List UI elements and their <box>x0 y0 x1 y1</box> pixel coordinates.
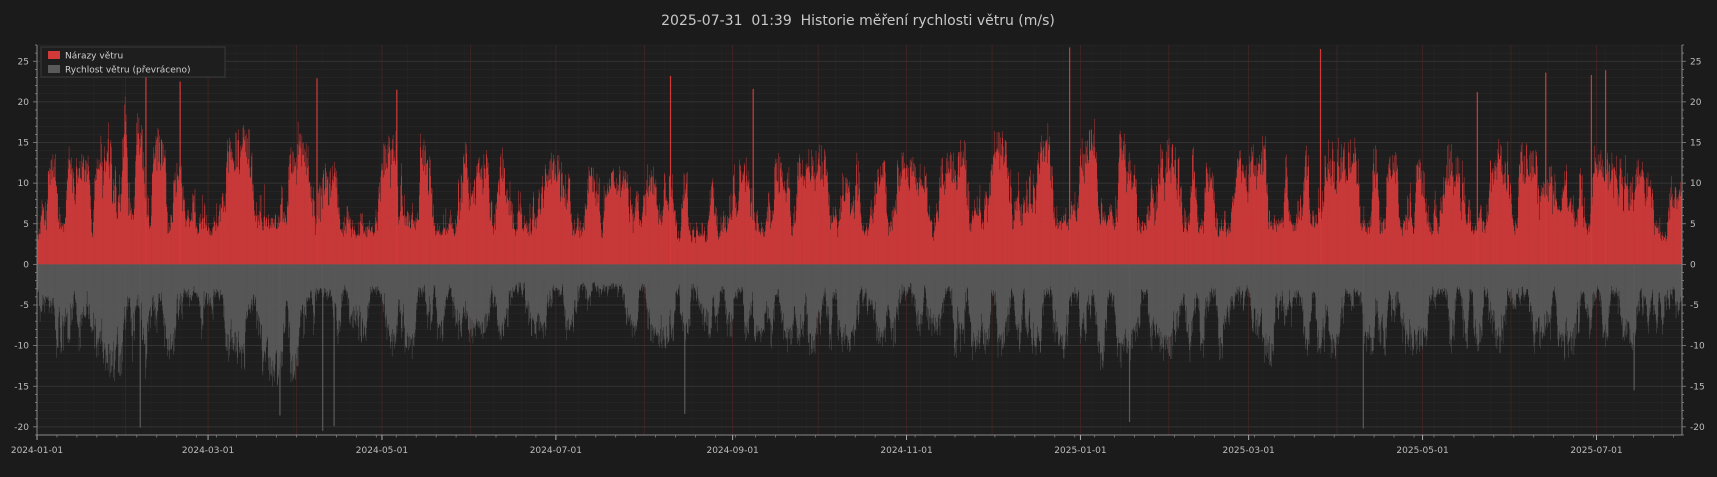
y-tick-label-right: 5 <box>1690 220 1696 230</box>
y-tick-label-right: -10 <box>1690 342 1705 352</box>
legend-swatch-speed <box>48 65 60 73</box>
legend-label-speed: Rychlost větru (převráceno) <box>65 66 191 76</box>
x-tick-label: 2025-07-01 <box>1570 446 1622 456</box>
y-tick-label-left: -15 <box>14 382 29 392</box>
x-tick-label: 2024-11-01 <box>880 446 932 456</box>
peak-bar <box>1590 75 1592 265</box>
peak-bar <box>1128 264 1131 422</box>
peak-bar <box>1633 264 1635 391</box>
x-tick-label: 2025-01-01 <box>1054 446 1106 456</box>
peak-bar <box>1476 92 1478 265</box>
legend-swatch-gusts <box>48 51 60 59</box>
peak-bar <box>1069 47 1071 265</box>
peak-bar <box>752 88 754 265</box>
peak-bar <box>1605 70 1607 265</box>
peak-bar <box>684 264 686 414</box>
y-tick-label-left: 5 <box>23 220 29 230</box>
y-tick-label-right: -15 <box>1690 382 1705 392</box>
y-tick-label-left: 25 <box>18 57 29 67</box>
x-tick-label: 2024-07-01 <box>530 446 582 456</box>
legend-box <box>40 46 226 78</box>
series-gusts <box>37 47 1683 265</box>
x-tick-label: 2025-03-01 <box>1222 446 1274 456</box>
x-tick-label: 2025-05-01 <box>1396 446 1448 456</box>
y-axis-left-labels: -20 -15 -10 -5 0 5 10 15 20 25 <box>14 57 29 433</box>
series-bars <box>37 264 1683 387</box>
x-tick-label: 2024-09-01 <box>706 446 758 456</box>
legend-label-gusts: Nárazy větru <box>65 52 123 62</box>
y-tick-label-left: 20 <box>18 98 30 108</box>
y-axis-right-labels: -20 -15 -10 -5 0 5 10 15 20 25 <box>1690 57 1705 433</box>
y-tick-label-right: -20 <box>1690 423 1705 433</box>
y-tick-label-right: 20 <box>1690 98 1702 108</box>
y-tick-label-right: -5 <box>1690 301 1699 311</box>
y-tick-label-left: -10 <box>14 342 29 352</box>
x-tick-label: 2024-01-01 <box>11 446 63 456</box>
y-tick-label-left: 0 <box>23 260 29 270</box>
y-tick-label-right: 0 <box>1690 260 1696 270</box>
y-tick-label-left: -20 <box>14 423 29 433</box>
peak-bar <box>396 89 398 265</box>
y-tick-label-right: 15 <box>1690 139 1701 149</box>
y-tick-label-right: 10 <box>1690 179 1702 189</box>
peak-bar <box>145 64 147 265</box>
y-tick-label-left: 10 <box>18 179 30 189</box>
x-tick-label: 2024-05-01 <box>356 446 408 456</box>
x-tick-label: 2024-03-01 <box>182 446 234 456</box>
y-tick-label-left: 15 <box>18 139 29 149</box>
peak-bar <box>333 264 335 427</box>
peak-bar <box>279 264 281 416</box>
peak-bar <box>179 81 181 265</box>
peak-bar <box>322 264 324 431</box>
y-tick-label-left: -5 <box>20 301 29 311</box>
legend[interactable]: Nárazy větru Rychlost větru (převráceno) <box>40 46 226 78</box>
series-speed-inverted <box>37 264 1683 431</box>
x-axis-labels: 2024-01-01 2024-03-01 2024-05-01 2024-07-01… <box>11 446 1623 456</box>
peak-bar <box>1545 72 1547 265</box>
peak-bar <box>316 78 318 265</box>
peak-bar <box>139 264 141 428</box>
peak-bar <box>1362 264 1364 429</box>
chart-title: 2025-07-31 01:39 Historie měření rychlos… <box>661 13 1055 29</box>
peak-bar <box>1319 49 1322 265</box>
axes <box>33 44 1686 440</box>
peak-bar <box>669 75 672 265</box>
series-bars <box>37 96 1683 265</box>
y-tick-label-right: 25 <box>1690 57 1701 67</box>
